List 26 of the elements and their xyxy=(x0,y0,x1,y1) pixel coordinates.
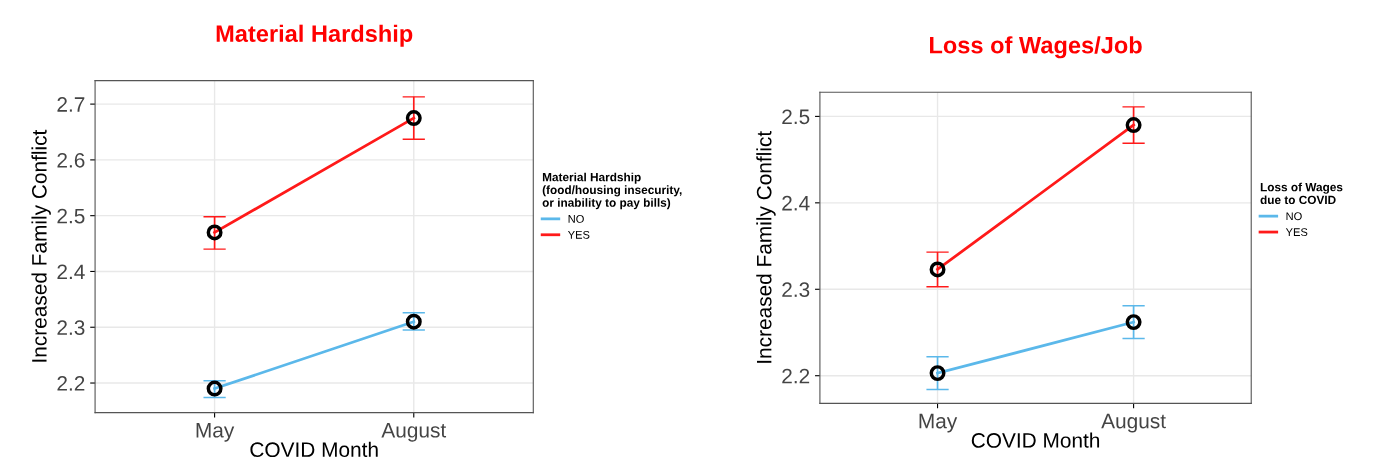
y-tick-label: 2.3 xyxy=(782,282,810,298)
x-tick-label: August xyxy=(381,423,447,442)
y-tick-label: 2.6 xyxy=(57,152,85,168)
y-tick-label: 2.3 xyxy=(57,320,85,335)
x-tick-label: August xyxy=(1101,413,1166,433)
legend-label: NO xyxy=(1286,212,1302,221)
legend-label: NO xyxy=(568,214,584,223)
x-tick-label: May xyxy=(919,413,958,433)
chart-title: Material Hardship xyxy=(216,24,413,47)
y-tick-label: 2.5 xyxy=(57,208,85,224)
y-axis-title: Increased Family Conflict xyxy=(31,129,51,362)
y-axis-title: Increased Family Conflict xyxy=(756,131,776,363)
x-axis-title: COVID Month xyxy=(971,432,1100,448)
x-axis-title: COVID Month xyxy=(250,441,378,458)
chart-title: Loss of Wages/Job xyxy=(930,36,1142,59)
y-tick-label: 2.7 xyxy=(57,97,85,112)
legend-label: YES xyxy=(1285,228,1308,237)
y-tick-label: 2.4 xyxy=(782,195,810,211)
x-tick-label: May xyxy=(196,423,235,442)
legend-title: Material Hardship (food/housing insecurity, or inability to pay bills) xyxy=(542,172,682,210)
y-tick-label: 2.2 xyxy=(782,368,810,384)
y-tick-label: 2.5 xyxy=(782,109,810,125)
legend-title: Loss of Wages due to COVID xyxy=(1260,182,1343,205)
y-tick-label: 2.4 xyxy=(57,264,85,280)
legend-label: YES xyxy=(567,230,590,239)
y-tick-label: 2.2 xyxy=(57,376,85,391)
